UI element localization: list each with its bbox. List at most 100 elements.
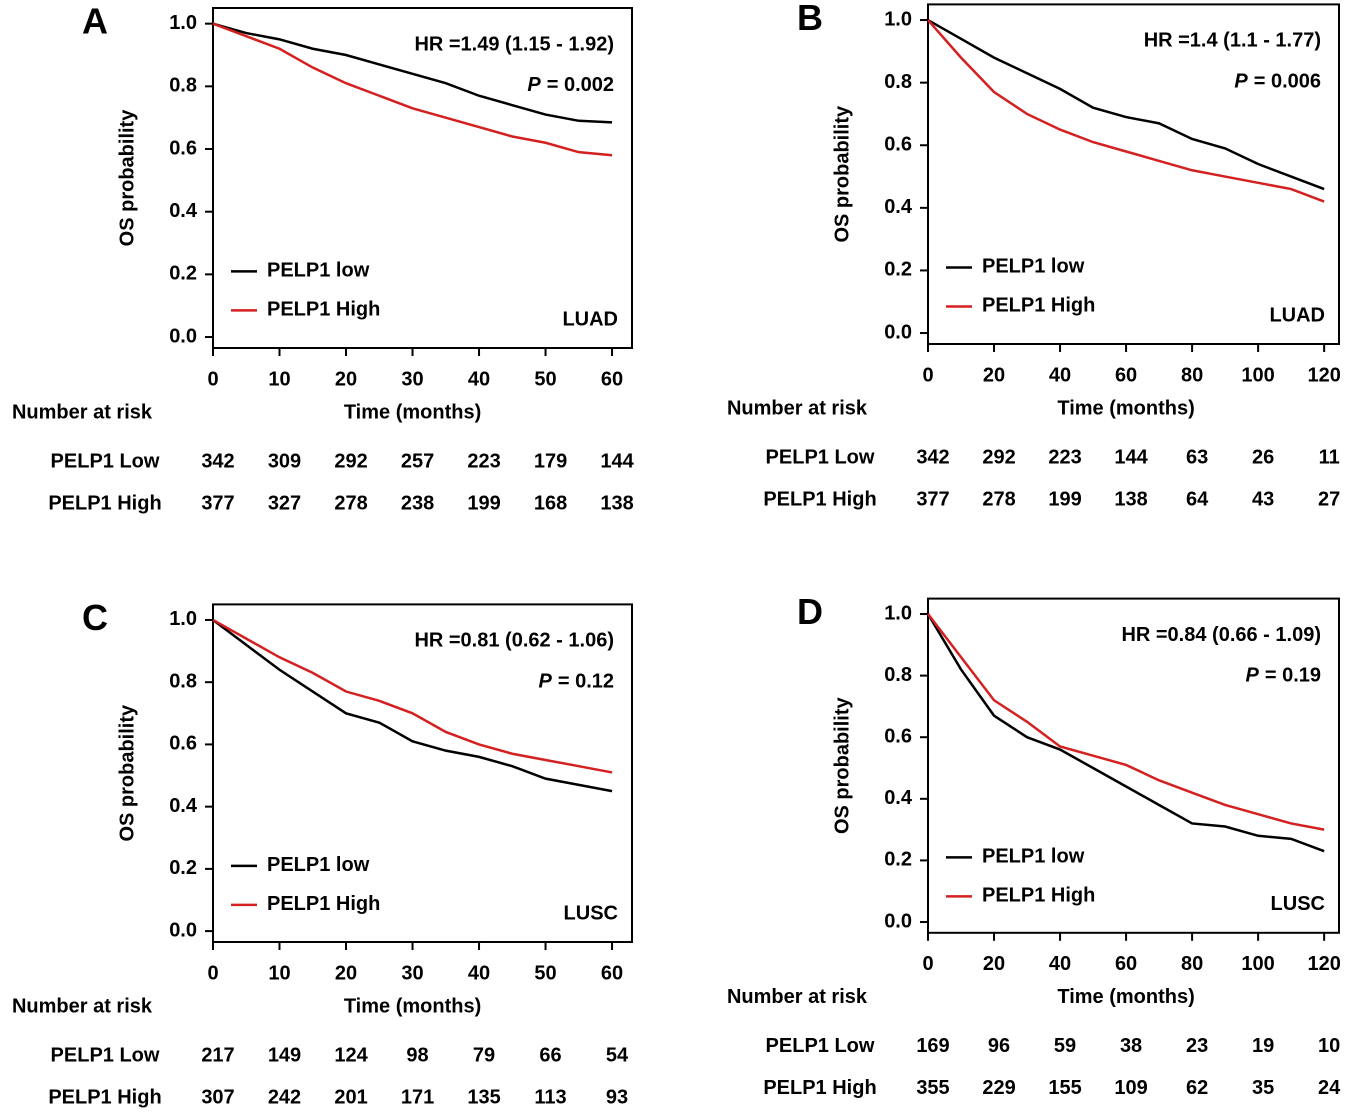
risk-count: 66: [539, 1044, 561, 1066]
x-tick-label: 10: [268, 962, 290, 984]
risk-count: 238: [401, 492, 434, 514]
y-tick-label: 1.0: [169, 608, 197, 630]
risk-count: 278: [334, 492, 367, 514]
x-tick-label: 80: [1181, 364, 1203, 386]
x-tick-label: 80: [1181, 953, 1203, 975]
y-axis-label: OS probability: [116, 704, 138, 842]
p-value: P = 0.006: [1234, 71, 1321, 93]
y-axis-label: OS probability: [116, 109, 138, 247]
hazard-ratio: HR =1.4 (1.1 - 1.77): [1144, 30, 1321, 52]
risk-count: 24: [1318, 1077, 1341, 1099]
legend-label: PELP1 High: [267, 299, 380, 321]
risk-count: 138: [1114, 488, 1147, 510]
annotation: LUAD: [1269, 304, 1325, 326]
y-tick-label: 0.2: [169, 263, 197, 285]
risk-count: 309: [268, 450, 301, 472]
risk-count: 144: [1114, 446, 1148, 468]
risk-count: 27: [1318, 488, 1340, 510]
p-symbol: P: [538, 671, 552, 693]
risk-count: 242: [268, 1086, 301, 1108]
legend-label: PELP1 low: [267, 854, 370, 876]
risk-row-name: PELP1 Low: [51, 450, 160, 472]
legend-label: PELP1 High: [982, 885, 1095, 907]
x-tick-label: 20: [983, 364, 1005, 386]
risk-count: 171: [401, 1086, 434, 1108]
y-tick-label: 0.4: [884, 787, 913, 809]
panel-label: A: [82, 1, 108, 42]
x-tick-label: 40: [468, 962, 490, 984]
p-symbol: P: [527, 74, 541, 96]
x-tick-label: 0: [207, 368, 218, 390]
survival-curve: [927, 18, 1325, 191]
risk-count: 144: [600, 450, 634, 472]
y-tick-label: 0.0: [169, 325, 197, 347]
risk-count: 63: [1186, 446, 1208, 468]
y-tick-label: 0.6: [884, 725, 912, 747]
risk-count: 54: [606, 1044, 629, 1066]
x-tick-label: 120: [1307, 953, 1340, 975]
plot-frame: [212, 7, 633, 349]
risk-count: 327: [268, 492, 301, 514]
risk-count: 38: [1120, 1035, 1142, 1057]
risk-count: 223: [1048, 446, 1081, 468]
x-tick-label: 120: [1307, 364, 1340, 386]
p-symbol: P: [1234, 71, 1248, 93]
risk-count: 64: [1186, 488, 1209, 510]
risk-count: 179: [534, 450, 567, 472]
x-tick-label: 50: [534, 962, 556, 984]
p-value: P = 0.19: [1245, 665, 1321, 687]
risk-count: 278: [982, 488, 1015, 510]
x-tick-label: 100: [1241, 953, 1274, 975]
panel-label: D: [797, 591, 823, 632]
plot-frame: [927, 3, 1340, 346]
survival-curve: [927, 19, 1325, 203]
survival-curve: [212, 22, 613, 124]
x-tick-label: 0: [207, 962, 218, 984]
y-tick-label: 0.0: [169, 919, 197, 941]
p-text: = 0.002: [547, 74, 614, 96]
plot-frame: [212, 603, 633, 944]
y-tick-label: 0.2: [169, 857, 197, 879]
y-tick-label: 1.0: [884, 8, 912, 30]
risk-count: 217: [201, 1044, 234, 1066]
x-tick-label: 20: [335, 962, 357, 984]
x-tick-label: 0: [922, 364, 933, 386]
hazard-ratio: HR =0.81 (0.62 - 1.06): [414, 630, 614, 652]
y-axis-label: OS probability: [831, 696, 853, 834]
risk-count: 377: [201, 492, 234, 514]
panel-label: C: [82, 597, 108, 638]
survival-curve: [212, 618, 613, 774]
survival-curve: [926, 613, 1325, 853]
risk-count: 98: [406, 1044, 428, 1066]
risk-row-name: PELP1 High: [48, 492, 161, 514]
x-tick-label: 40: [1049, 364, 1071, 386]
risk-count: 223: [467, 450, 500, 472]
legend-label: PELP1 low: [982, 256, 1085, 278]
survival-curve: [212, 618, 613, 793]
legend-label: PELP1 High: [267, 893, 380, 915]
y-tick-label: 0.4: [884, 196, 913, 218]
risk-count: 113: [534, 1086, 566, 1108]
y-tick-label: 0.2: [884, 259, 912, 281]
risk-row-name: PELP1 High: [763, 488, 876, 510]
risk-count: 23: [1186, 1035, 1208, 1057]
plot-frame: [927, 597, 1340, 934]
risk-count: 292: [982, 446, 1015, 468]
risk-count: 109: [1114, 1077, 1147, 1099]
x-tick-label: 10: [268, 368, 290, 390]
risk-count: 307: [201, 1086, 234, 1108]
survival-curve: [212, 22, 613, 157]
risk-row-name: PELP1 High: [48, 1086, 161, 1108]
risk-table-title: Number at risk: [12, 401, 153, 423]
y-tick-label: 0.0: [884, 910, 912, 932]
annotation: LUSC: [564, 902, 618, 924]
x-tick-label: 100: [1241, 364, 1274, 386]
p-text: = 0.12: [558, 671, 614, 693]
risk-count: 342: [916, 446, 949, 468]
risk-count: 135: [467, 1086, 500, 1108]
y-tick-label: 0.8: [169, 670, 197, 692]
legend-label: PELP1 High: [982, 295, 1095, 317]
x-axis-label: Time (months): [344, 995, 481, 1017]
risk-count: 19: [1252, 1035, 1274, 1057]
